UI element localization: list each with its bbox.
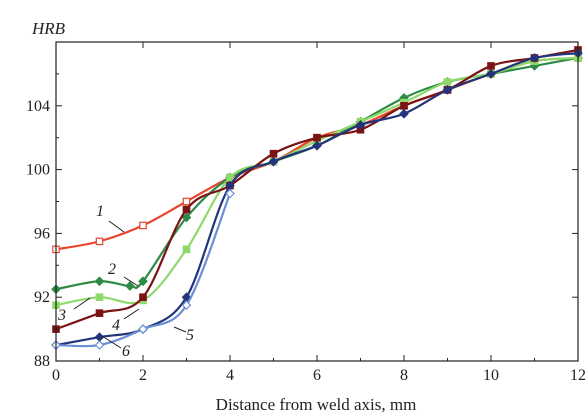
- series-1-label: 1: [96, 203, 104, 220]
- series-2-point: [125, 281, 135, 291]
- series-1: [52, 54, 582, 254]
- series-5-leader: [173, 326, 187, 333]
- series-4-point: [139, 293, 147, 302]
- x-tick-label: 10: [483, 367, 499, 384]
- x-tick-label: 12: [570, 367, 586, 384]
- series-6-leader: [101, 335, 122, 349]
- y-tick-label: 88: [34, 353, 50, 370]
- series-5-point: [399, 108, 409, 119]
- series-6: [51, 188, 235, 350]
- series-3-point: [226, 173, 234, 182]
- x-tick-label: 0: [52, 367, 60, 384]
- series-5-line: [55, 52, 579, 347]
- series-4-point: [95, 309, 104, 317]
- plot-frame: [55, 41, 579, 362]
- series-1-line: [55, 56, 579, 251]
- series-5-point: [486, 69, 496, 79]
- y-tick-label: 96: [34, 225, 50, 242]
- x-tick-label: 2: [139, 367, 147, 384]
- series-6-point: [181, 300, 192, 311]
- y-tick-label: 92: [34, 289, 50, 306]
- series-2-label: 2: [108, 261, 116, 278]
- series-1-point: [182, 197, 191, 206]
- x-tick-label: 6: [313, 367, 321, 384]
- series-4-point: [182, 205, 191, 214]
- series-3-point: [182, 245, 191, 254]
- series-4-label: 4: [112, 317, 120, 334]
- series-4-point: [487, 62, 495, 70]
- series-label-layer: 1 2 3 4 5 6: [57, 203, 194, 360]
- series-5-label: 5: [186, 327, 194, 344]
- series-5-point: [312, 140, 322, 151]
- y-axis-title: HRB: [31, 19, 66, 38]
- series-1-point: [139, 221, 147, 230]
- series-3-point: [443, 78, 452, 86]
- y-tick-label: 100: [26, 162, 50, 179]
- series-3-leader: [73, 297, 91, 310]
- y-tick-label: 104: [26, 98, 50, 115]
- series-4-leader: [123, 308, 140, 320]
- series-6-point: [94, 340, 105, 350]
- series-4-point: [400, 101, 408, 110]
- series-1-leader: [108, 220, 125, 233]
- series-layer: [51, 46, 583, 350]
- series-3-point: [95, 293, 104, 302]
- series-3-label: 3: [57, 307, 66, 324]
- series-4: [52, 46, 582, 333]
- series-5-point: [94, 332, 105, 342]
- series-2-point: [181, 212, 192, 223]
- series-4-point: [269, 149, 278, 158]
- series-5-point: [442, 85, 453, 95]
- series-6-point: [225, 188, 235, 199]
- series-6-label: 6: [122, 343, 130, 360]
- x-tick-label: 8: [400, 367, 408, 384]
- series-3: [52, 54, 582, 309]
- series-6-point: [138, 324, 148, 334]
- x-tick-label: 4: [226, 367, 234, 384]
- series-2-leader: [123, 276, 139, 287]
- series-4-point: [313, 133, 321, 142]
- series-6-line: [55, 193, 232, 348]
- series-2-point: [94, 276, 105, 287]
- series-5-point: [355, 120, 366, 130]
- series-1-point: [95, 237, 104, 246]
- series-2-line: [55, 56, 579, 291]
- series-2: [51, 53, 583, 295]
- series-5-point: [268, 156, 279, 167]
- series-2-point: [138, 276, 148, 287]
- series-5-point: [529, 53, 540, 63]
- series-3-line: [55, 56, 579, 307]
- x-axis-title: Distance from weld axis, mm: [216, 395, 417, 414]
